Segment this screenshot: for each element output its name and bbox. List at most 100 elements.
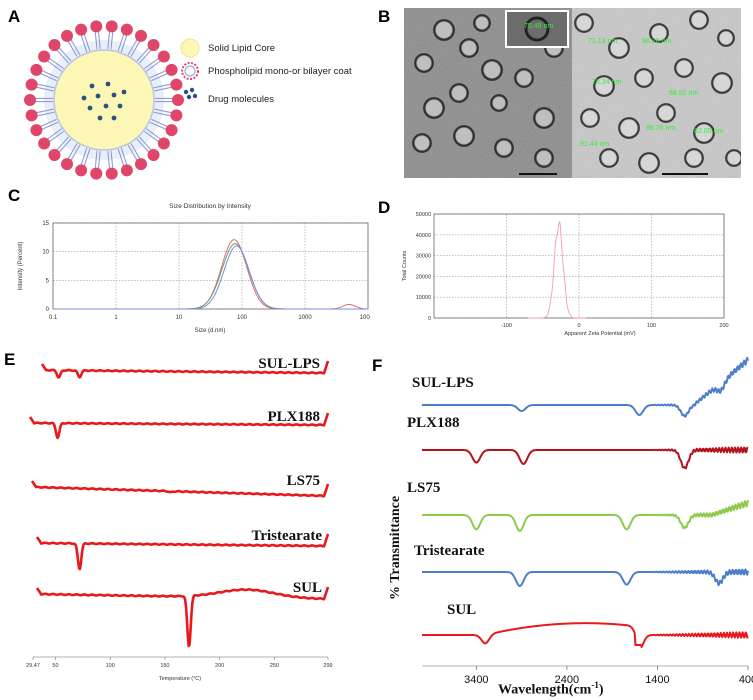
size-distribution-chart: Size Distribution by Intensity 0.1 1 10 100… bbox=[18, 203, 370, 334]
phospholipid-head bbox=[120, 164, 133, 177]
tem-particle bbox=[412, 133, 432, 153]
thermogram-label: PLX188 bbox=[268, 409, 321, 425]
lipid-tail bbox=[38, 72, 57, 82]
phospholipid-head bbox=[30, 124, 43, 137]
x-tick-label: 1 bbox=[114, 315, 118, 321]
lipid-tail bbox=[107, 29, 111, 50]
tem-particle bbox=[533, 107, 555, 129]
drug-molecule bbox=[97, 115, 103, 121]
series-line bbox=[53, 239, 369, 310]
f-x-axis-label-sup: -1 bbox=[591, 680, 599, 690]
thermogram-line bbox=[35, 586, 330, 648]
drug-molecule bbox=[121, 89, 127, 95]
lipid-tail bbox=[39, 121, 59, 131]
tem-particle-core bbox=[659, 106, 673, 120]
tem-particle-core bbox=[714, 75, 730, 91]
panel-f-label: F bbox=[372, 356, 383, 375]
tem-particle bbox=[656, 103, 676, 123]
lipid-tail bbox=[66, 39, 78, 57]
panel-a-label: A bbox=[8, 7, 21, 26]
spectrum-label: SUL-LPS bbox=[412, 375, 474, 391]
tem-particle-core bbox=[537, 151, 551, 165]
tem-particle-core bbox=[652, 26, 666, 40]
tem-particle-core bbox=[415, 136, 429, 150]
tem-annotation: 71.13 nm bbox=[588, 38, 618, 45]
tem-particle bbox=[423, 97, 445, 119]
lipid-tail bbox=[154, 86, 174, 92]
x-axis-label: Temperature (°C) bbox=[159, 676, 201, 682]
tem-particle-core bbox=[728, 152, 740, 164]
tem-particle bbox=[459, 38, 479, 58]
x-tick-label: -100 bbox=[501, 323, 512, 329]
tem-micrograph: 75.49 nm 71.13 nm 96.20 nm 78.34 nm 68.9… bbox=[404, 8, 741, 178]
lipid-tail bbox=[54, 136, 70, 153]
x-tick-label: 250 bbox=[270, 663, 279, 669]
x-tick-label: 29.47 bbox=[26, 663, 40, 669]
tem-particle bbox=[414, 53, 434, 73]
lipid-tail bbox=[57, 138, 72, 155]
lipid-tail bbox=[149, 121, 169, 131]
lipid-tail bbox=[110, 29, 114, 50]
tem-particle bbox=[473, 14, 491, 32]
tem-particle-core bbox=[696, 125, 712, 141]
phospholipid-head bbox=[48, 39, 61, 52]
tem-particle bbox=[689, 10, 709, 30]
tem-particle-core bbox=[720, 32, 732, 44]
lipid-tail bbox=[110, 150, 114, 171]
tem-particle bbox=[599, 148, 619, 168]
phospholipid-head bbox=[105, 167, 118, 180]
drug-molecule bbox=[103, 103, 109, 109]
lipid-tail bbox=[153, 83, 174, 89]
chart-title: Size Distribution by Intensity bbox=[169, 203, 251, 210]
tem-particle-core bbox=[497, 141, 511, 155]
tem-particle-core bbox=[583, 111, 597, 125]
lipid-tail bbox=[39, 69, 59, 79]
tem-annotation: 91.44 nm bbox=[580, 141, 610, 148]
drug-molecule bbox=[117, 103, 123, 109]
lipid-tail bbox=[97, 29, 101, 50]
tem-particle bbox=[490, 94, 508, 112]
tem-particle bbox=[693, 122, 715, 144]
x-tick-label: 0.1 bbox=[49, 315, 58, 321]
legend-drug: Drug molecules bbox=[208, 94, 274, 105]
lipid-tail bbox=[38, 118, 57, 128]
lipid-tail bbox=[97, 150, 101, 171]
drug-legend-icon bbox=[183, 89, 189, 95]
spectrum-label: LS75 bbox=[407, 480, 440, 496]
x-tick-label: 1000 bbox=[298, 315, 312, 321]
lipid-tail bbox=[117, 148, 125, 169]
spectrum-label: Tristearate bbox=[414, 543, 485, 559]
tem-annotation: 96.20 nm bbox=[642, 38, 672, 45]
lipid-tail bbox=[45, 128, 63, 141]
coat-inner-legend-icon bbox=[184, 65, 196, 77]
tem-particle bbox=[674, 58, 694, 78]
lipid-tail bbox=[151, 72, 170, 82]
tem-particle-core bbox=[493, 97, 505, 109]
x-tick-label: 10000 bbox=[360, 315, 370, 321]
spectrum-line bbox=[421, 356, 749, 418]
thermogram-label: SUL-LPS bbox=[258, 356, 320, 372]
tem-particle-core bbox=[426, 100, 442, 116]
tem-annotation: 68.92 nm bbox=[669, 90, 699, 97]
lipid-tail bbox=[34, 111, 55, 117]
x-tick-label: 150 bbox=[160, 663, 169, 669]
tem-particle bbox=[481, 59, 503, 81]
series-line bbox=[53, 245, 368, 310]
lipid-tail bbox=[145, 59, 163, 72]
lipid-tail bbox=[120, 147, 128, 168]
f-x-axis-label: Wavelength(cm-1) bbox=[498, 680, 604, 699]
y-tick-label: 15 bbox=[42, 221, 49, 227]
tem-particle bbox=[593, 75, 615, 97]
spectrum-line bbox=[421, 499, 749, 532]
lipid-tail bbox=[138, 136, 154, 153]
tem-particle-core bbox=[456, 128, 472, 144]
x-axis-label: Apparent Zeta Potential (mV) bbox=[564, 331, 635, 337]
nanoparticle-diagram bbox=[24, 20, 184, 180]
x-tick-label: 299 bbox=[323, 663, 332, 669]
lipid-tail bbox=[94, 150, 98, 171]
series-line bbox=[528, 221, 587, 319]
lipid-tail bbox=[138, 47, 154, 64]
scale-bar-right bbox=[662, 173, 708, 175]
lipid-tail bbox=[143, 130, 161, 144]
phospholipid-head bbox=[135, 29, 147, 42]
